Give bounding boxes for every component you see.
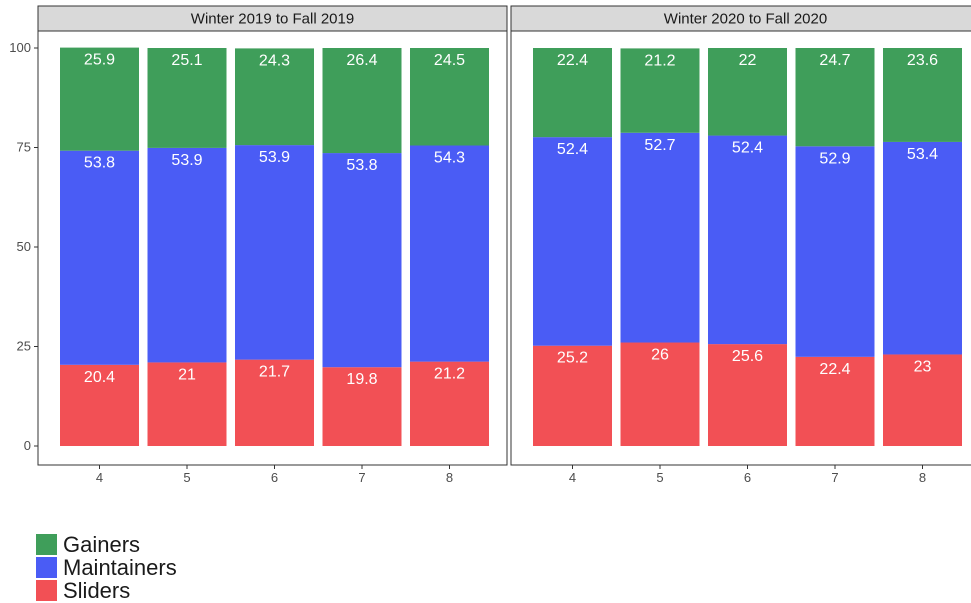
legend: Gainers Maintainers Sliders	[36, 533, 177, 602]
x-tick-label-6: 6	[271, 470, 278, 485]
bar-label-gainers-4: 25.9	[84, 52, 115, 69]
bar-sliders-5	[147, 362, 227, 446]
bar-label-gainers-6: 22	[739, 52, 757, 69]
y-tick-label-75: 75	[17, 140, 31, 155]
bar-label-sliders-7: 22.4	[819, 361, 850, 378]
bar-gainers-5	[147, 48, 227, 148]
legend-item-maintainers: Maintainers	[36, 556, 177, 579]
bar-gainers-4	[60, 47, 139, 151]
x-tick-label-7: 7	[831, 470, 838, 485]
bar-gainers-8	[410, 48, 489, 146]
bar-label-gainers-8: 23.6	[907, 52, 938, 69]
bar-maintainers-8	[883, 141, 962, 355]
bar-label-gainers-8: 24.5	[434, 52, 465, 69]
bar-gainers-4	[533, 48, 612, 138]
bar-maintainers-5	[147, 147, 227, 363]
bar-sliders-8	[883, 354, 962, 446]
bar-sliders-4	[60, 364, 139, 446]
bar-sliders-6	[708, 344, 787, 446]
bar-maintainers-4	[533, 137, 612, 346]
y-tick-label-25: 25	[17, 339, 31, 354]
bar-label-maintainers-7: 52.9	[819, 150, 850, 167]
bar-label-gainers-5: 25.1	[171, 52, 202, 69]
bar-label-maintainers-5: 52.7	[644, 137, 675, 154]
panel-2: Winter 2020 to Fall 2020 25.2 52.4 22.4 4 26 5…	[510, 5, 971, 485]
bar-maintainers-6	[235, 145, 314, 360]
legend-label-sliders: Sliders	[63, 578, 131, 603]
bar-sliders-8	[410, 361, 489, 446]
bar-sliders-4	[533, 345, 612, 446]
bar-label-sliders-7: 19.8	[346, 371, 377, 388]
panel-title: Winter 2019 to Fall 2019	[191, 11, 354, 28]
x-tick-label-4: 4	[96, 470, 103, 485]
panel-title: Winter 2020 to Fall 2020	[664, 11, 827, 28]
legend-swatch-sliders	[36, 580, 57, 601]
x-tick-label-6: 6	[744, 470, 751, 485]
x-tick-label-7: 7	[358, 470, 365, 485]
bar-label-maintainers-5: 53.9	[171, 152, 202, 169]
x-tick-label-5: 5	[183, 470, 190, 485]
bar-maintainers-7	[795, 146, 875, 357]
x-tick-label-4: 4	[569, 470, 576, 485]
bar-label-sliders-8: 23	[914, 358, 932, 375]
y-tick-label-50: 50	[17, 239, 31, 254]
bar-maintainers-6	[708, 135, 787, 345]
bar-maintainers-8	[410, 145, 489, 362]
panel-strip	[510, 5, 971, 32]
bar-label-sliders-6: 21.7	[259, 364, 290, 381]
legend-label-gainers: Gainers	[63, 532, 141, 557]
bar-gainers-8	[883, 48, 962, 142]
bar-maintainers-5	[620, 132, 700, 343]
bar-label-sliders-5: 21	[178, 366, 196, 383]
bar-label-gainers-7: 26.4	[346, 52, 377, 69]
x-tick-label-5: 5	[656, 470, 663, 485]
x-tick-label-8: 8	[919, 470, 926, 485]
bar-sliders-5	[620, 342, 700, 446]
legend-item-sliders: Sliders	[36, 579, 177, 602]
bar-maintainers-4	[60, 150, 139, 365]
bar-maintainers-7	[322, 153, 402, 368]
bar-label-maintainers-4: 53.8	[84, 155, 115, 172]
legend-swatch-maintainers	[36, 557, 57, 578]
bar-label-maintainers-8: 53.4	[907, 146, 938, 163]
bar-label-gainers-6: 24.3	[259, 52, 290, 69]
bar-gainers-7	[322, 48, 402, 154]
bar-label-sliders-8: 21.2	[434, 366, 465, 383]
bar-label-maintainers-6: 53.9	[259, 149, 290, 166]
panel-strip	[37, 5, 508, 32]
legend-item-gainers: Gainers	[36, 533, 177, 556]
bar-label-maintainers-6: 52.4	[732, 140, 763, 157]
panel-1: Winter 2019 to Fall 2019 20.4 53.8 25.9 4 21 5…	[37, 5, 508, 485]
bar-label-sliders-6: 25.6	[732, 348, 763, 365]
y-tick-label-100: 100	[9, 40, 31, 55]
bar-label-gainers-5: 21.2	[644, 52, 675, 69]
bar-sliders-6	[235, 359, 314, 446]
bar-label-sliders-4: 20.4	[84, 369, 115, 386]
x-tick-label-8: 8	[446, 470, 453, 485]
bar-gainers-6	[708, 48, 787, 136]
bar-sliders-7	[322, 367, 402, 446]
bar-label-gainers-4: 22.4	[557, 52, 588, 69]
bar-label-gainers-7: 24.7	[819, 52, 850, 69]
legend-swatch-gainers	[36, 534, 57, 555]
bar-label-sliders-4: 25.2	[557, 350, 588, 367]
y-tick-label-0: 0	[24, 438, 31, 453]
bar-label-maintainers-4: 52.4	[557, 141, 588, 158]
bar-sliders-7	[795, 356, 875, 446]
bar-gainers-7	[795, 48, 875, 147]
bar-label-maintainers-8: 54.3	[434, 150, 465, 167]
bar-label-sliders-5: 26	[651, 347, 669, 364]
bar-gainers-6	[235, 48, 314, 146]
legend-label-maintainers: Maintainers	[63, 555, 177, 580]
bar-gainers-5	[620, 48, 700, 133]
bar-label-maintainers-7: 53.8	[346, 157, 377, 174]
